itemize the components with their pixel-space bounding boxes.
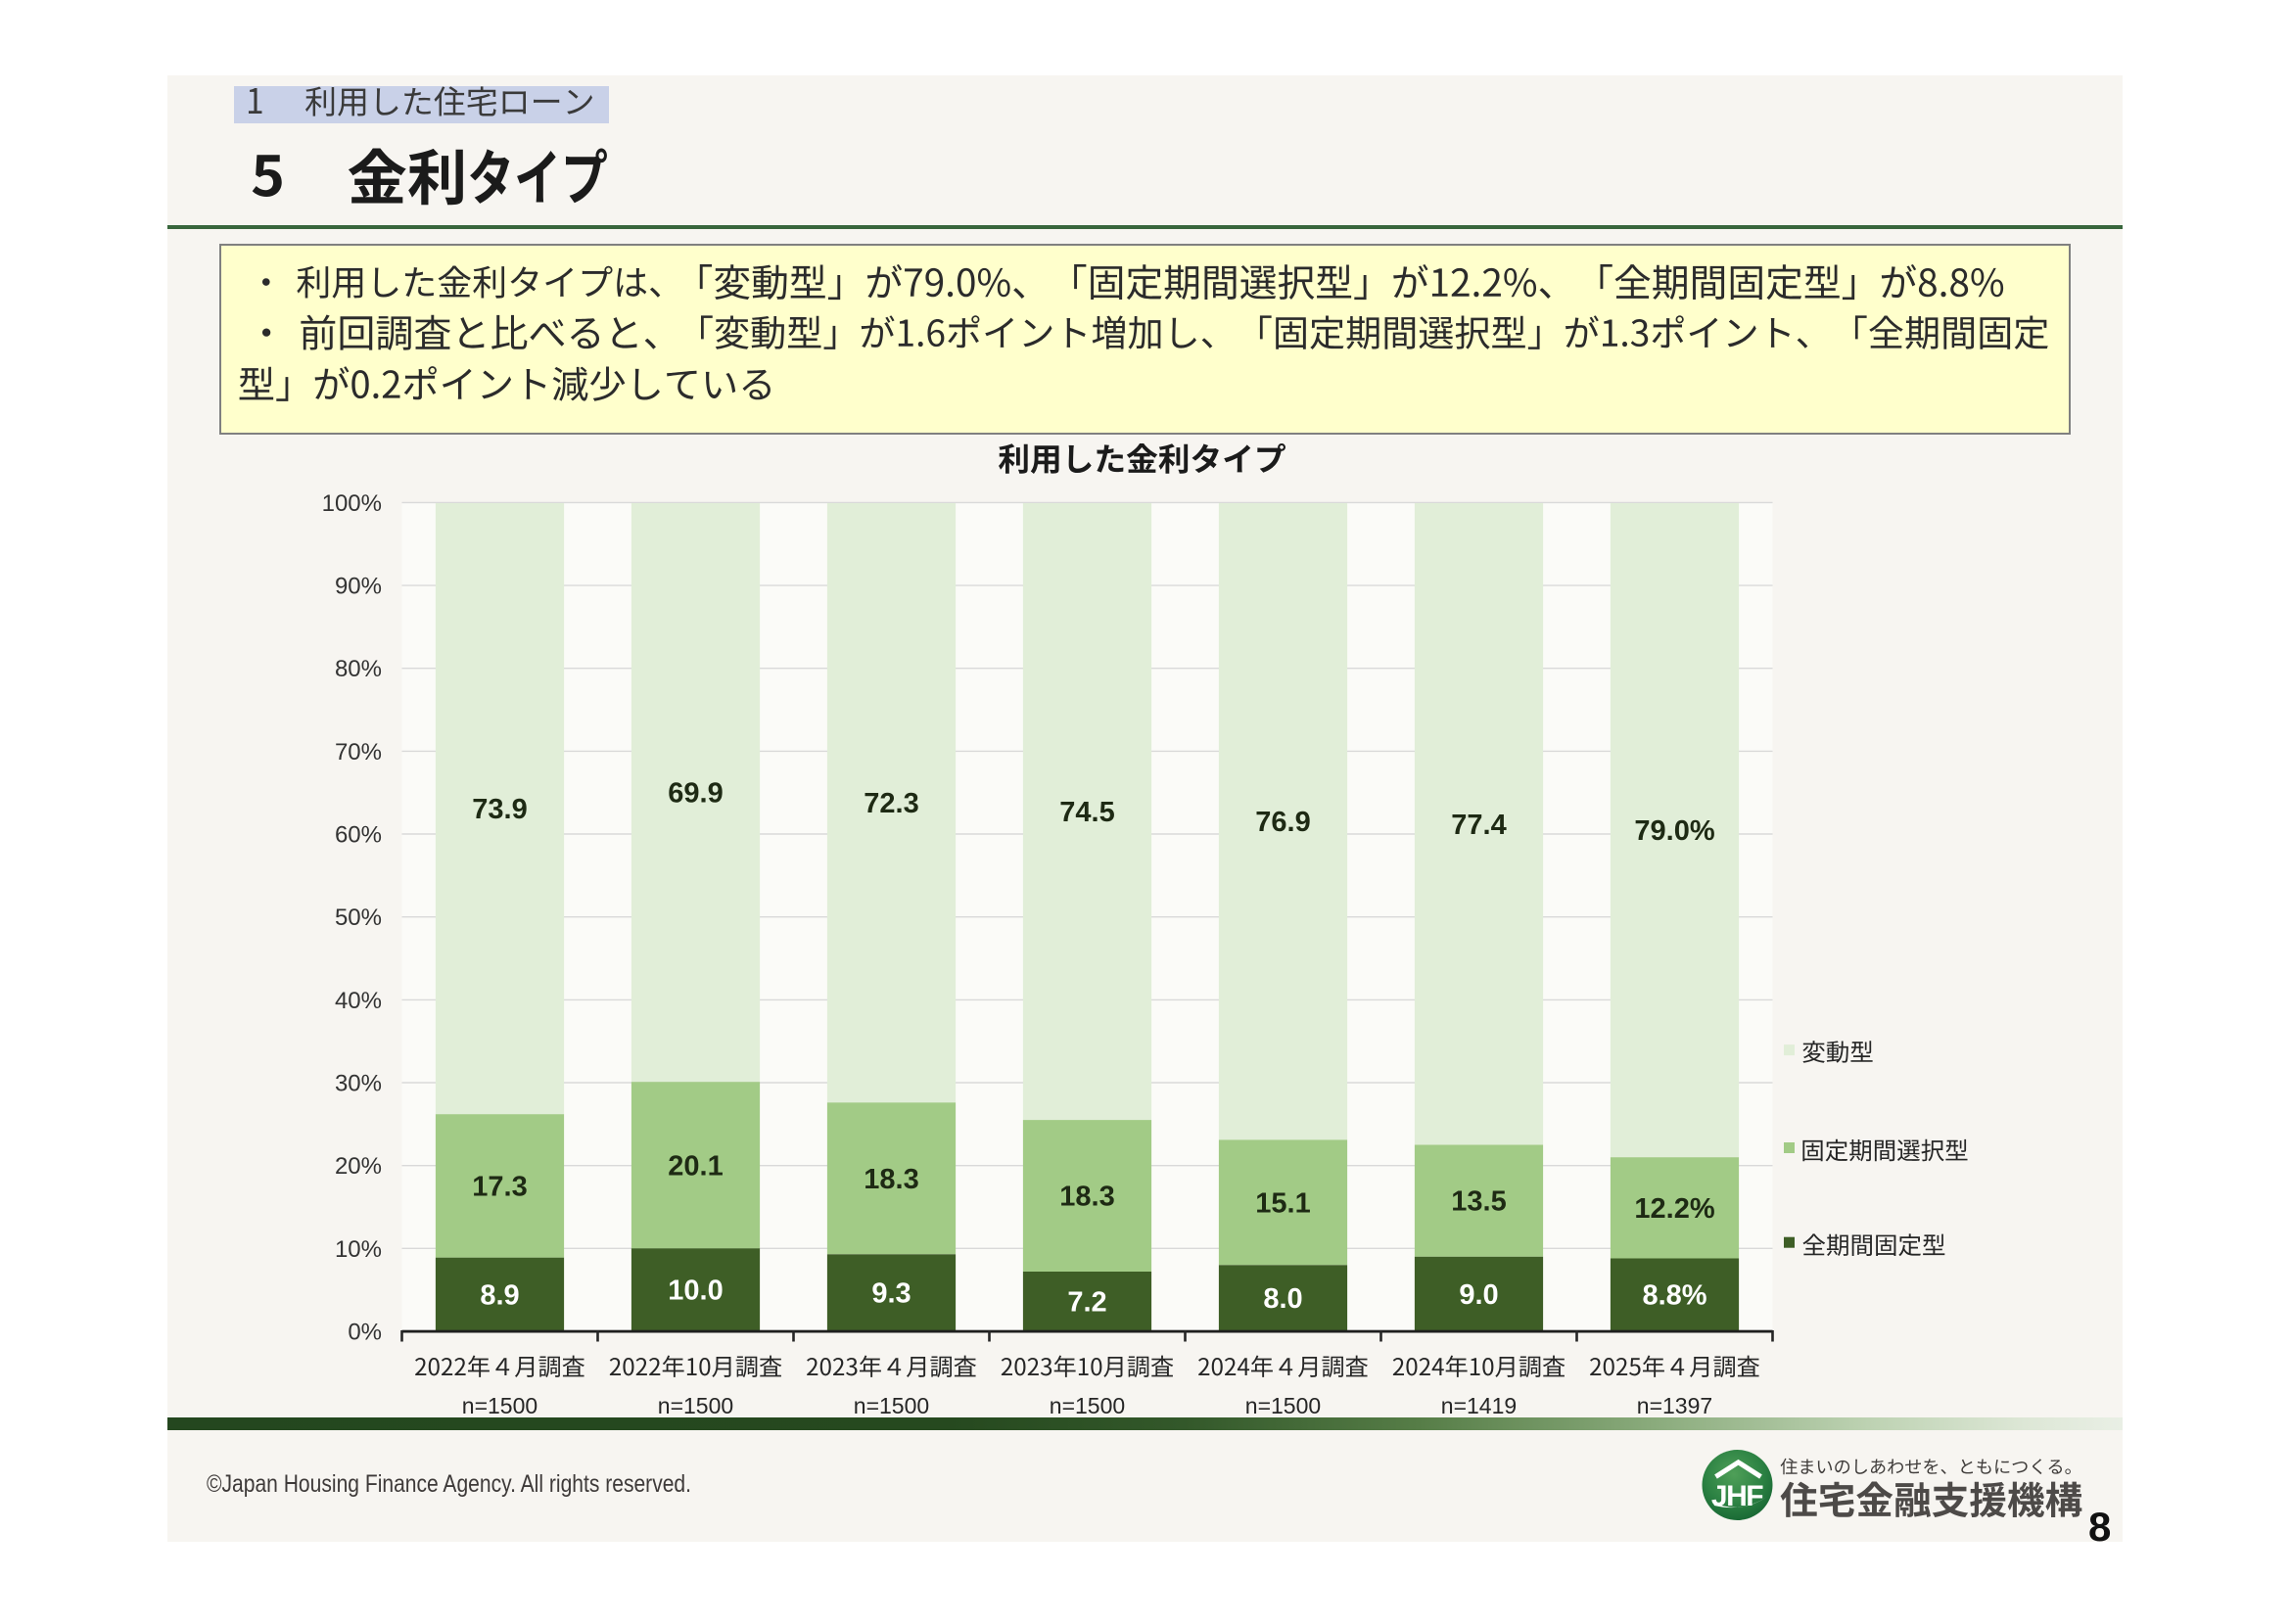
svg-text:10%: 10%: [335, 1236, 382, 1263]
svg-text:90%: 90%: [335, 574, 382, 600]
svg-text:12.2%: 12.2%: [1634, 1193, 1714, 1225]
svg-text:40%: 40%: [335, 988, 382, 1014]
svg-text:72.3: 72.3: [864, 788, 918, 819]
svg-text:n=1500: n=1500: [1050, 1393, 1125, 1418]
svg-text:n=1500: n=1500: [1245, 1393, 1321, 1418]
svg-text:n=1500: n=1500: [658, 1393, 733, 1418]
svg-text:30%: 30%: [335, 1071, 382, 1097]
svg-text:n=1397: n=1397: [1637, 1393, 1712, 1418]
svg-text:18.3: 18.3: [1059, 1182, 1114, 1213]
svg-text:20%: 20%: [335, 1153, 382, 1180]
svg-text:0%: 0%: [348, 1320, 382, 1346]
svg-text:20.1: 20.1: [668, 1150, 723, 1182]
svg-text:80%: 80%: [335, 656, 382, 682]
svg-text:8.9: 8.9: [480, 1279, 519, 1311]
svg-text:8.0: 8.0: [1263, 1283, 1302, 1315]
svg-text:79.0%: 79.0%: [1634, 815, 1714, 847]
svg-text:60%: 60%: [335, 822, 382, 849]
svg-text:10.0: 10.0: [668, 1276, 723, 1307]
svg-text:76.9: 76.9: [1255, 807, 1310, 838]
svg-text:8: 8: [2088, 1504, 2111, 1550]
svg-text:n=1500: n=1500: [854, 1393, 929, 1418]
svg-text:15.1: 15.1: [1255, 1187, 1310, 1219]
svg-text:100%: 100%: [322, 490, 382, 517]
svg-text:17.3: 17.3: [472, 1171, 527, 1202]
svg-text:74.5: 74.5: [1059, 797, 1114, 828]
svg-text:©Japan Housing Finance Agency.: ©Japan Housing Finance Agency. All right…: [207, 1470, 691, 1498]
svg-text:13.5: 13.5: [1451, 1186, 1506, 1218]
svg-text:77.4: 77.4: [1451, 810, 1506, 841]
svg-text:n=1500: n=1500: [462, 1393, 537, 1418]
svg-text:9.0: 9.0: [1459, 1279, 1498, 1311]
svg-text:50%: 50%: [335, 905, 382, 931]
svg-text:9.3: 9.3: [871, 1278, 911, 1310]
svg-text:70%: 70%: [335, 739, 382, 766]
svg-text:18.3: 18.3: [864, 1164, 918, 1195]
svg-text:7.2: 7.2: [1067, 1287, 1106, 1319]
svg-text:73.9: 73.9: [472, 794, 527, 825]
svg-text:69.9: 69.9: [668, 778, 723, 810]
svg-text:n=1419: n=1419: [1441, 1393, 1517, 1418]
svg-text:JHF: JHF: [1711, 1480, 1763, 1512]
svg-text:8.8%: 8.8%: [1642, 1280, 1706, 1312]
